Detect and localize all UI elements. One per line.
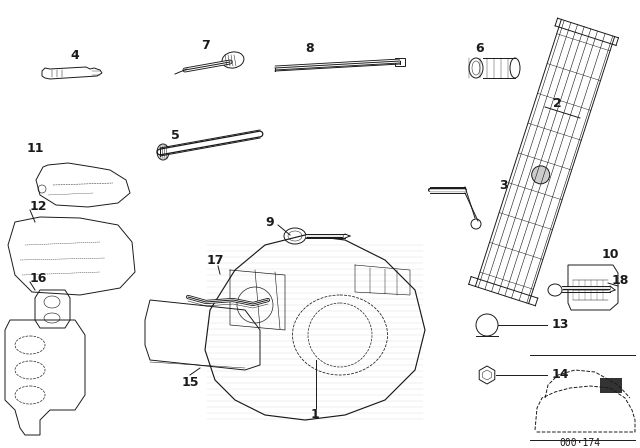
Text: 13: 13 — [551, 319, 569, 332]
Text: 9: 9 — [266, 215, 275, 228]
Text: 11: 11 — [26, 142, 44, 155]
Text: 4: 4 — [70, 48, 79, 61]
Text: 8: 8 — [306, 42, 314, 55]
Bar — [600, 378, 622, 393]
Text: 18: 18 — [611, 273, 628, 287]
Text: 15: 15 — [181, 375, 199, 388]
Text: 3: 3 — [499, 178, 508, 191]
Text: 7: 7 — [200, 39, 209, 52]
Text: 1: 1 — [310, 409, 319, 422]
Text: 16: 16 — [29, 271, 47, 284]
Text: 000·174: 000·174 — [559, 438, 600, 448]
Text: 2: 2 — [552, 96, 561, 109]
Bar — [395, 58, 405, 66]
Text: 6: 6 — [476, 42, 484, 55]
Text: 12: 12 — [29, 201, 47, 214]
Text: 5: 5 — [171, 129, 179, 142]
Text: 14: 14 — [551, 369, 569, 382]
Ellipse shape — [532, 166, 550, 184]
Text: 10: 10 — [601, 249, 619, 262]
Text: 17: 17 — [206, 254, 224, 267]
